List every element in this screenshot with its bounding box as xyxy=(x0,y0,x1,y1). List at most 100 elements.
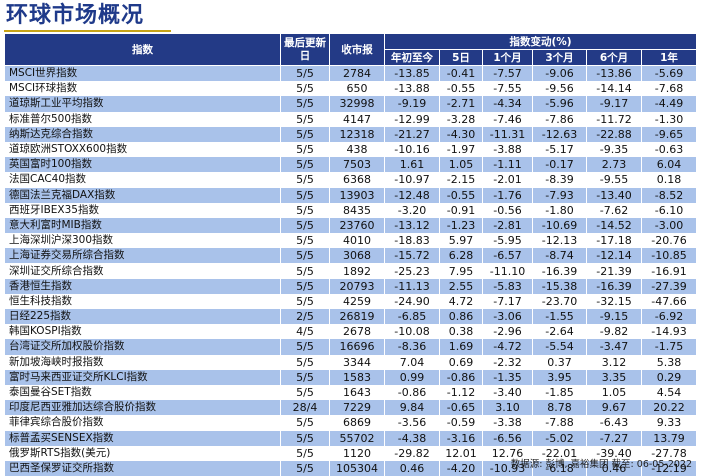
index-name-cell: 纳斯达克综合指数 xyxy=(5,127,281,142)
change-ytd-cell: -10.08 xyxy=(385,324,440,339)
change-6m-cell: -9.35 xyxy=(587,142,642,157)
index-name-cell: 德国法兰克福DAX指数 xyxy=(5,188,281,203)
index-name-cell: 标普孟买SENSEX指数 xyxy=(5,431,281,446)
last-update-cell: 5/5 xyxy=(281,188,330,203)
change-1m-cell: -2.32 xyxy=(483,355,533,370)
change-6m-cell: -14.52 xyxy=(587,218,642,233)
last-update-cell: 5/5 xyxy=(281,96,330,111)
change-5d-cell: 4.72 xyxy=(440,294,483,309)
change-3m-cell: -10.69 xyxy=(533,218,587,233)
change-3m-cell: -12.13 xyxy=(533,233,587,248)
close-value-cell: 6368 xyxy=(330,172,385,187)
last-update-cell: 5/5 xyxy=(281,172,330,187)
change-5d-cell: -2.15 xyxy=(440,172,483,187)
change-5d-cell: 2.55 xyxy=(440,279,483,294)
index-name-cell: MSCI环球指数 xyxy=(5,81,281,96)
change-ytd-cell: -12.48 xyxy=(385,188,440,203)
change-6m-cell: -13.86 xyxy=(587,66,642,82)
header-period-6m: 6个月 xyxy=(587,50,642,66)
change-5d-cell: 1.05 xyxy=(440,157,483,172)
change-1y-cell: 20.22 xyxy=(642,400,697,415)
change-3m-cell: -9.06 xyxy=(533,66,587,82)
last-update-cell: 5/5 xyxy=(281,233,330,248)
change-ytd-cell: -4.38 xyxy=(385,431,440,446)
header-last-update: 最后更新日 xyxy=(281,34,330,66)
close-value-cell: 1892 xyxy=(330,263,385,278)
last-update-cell: 5/5 xyxy=(281,415,330,430)
change-1y-cell: -1.30 xyxy=(642,112,697,127)
change-ytd-cell: -3.56 xyxy=(385,415,440,430)
last-update-cell: 5/5 xyxy=(281,248,330,263)
index-name-cell: 上海深圳沪深300指数 xyxy=(5,233,281,248)
change-5d-cell: 1.69 xyxy=(440,339,483,354)
change-3m-cell: -5.54 xyxy=(533,339,587,354)
index-name-cell: 恒生科技指数 xyxy=(5,294,281,309)
change-5d-cell: -0.86 xyxy=(440,370,483,385)
index-name-cell: 深圳证交所综合指数 xyxy=(5,263,281,278)
index-name-cell: 上海证券交易所综合指数 xyxy=(5,248,281,263)
close-value-cell: 438 xyxy=(330,142,385,157)
last-update-cell: 5/5 xyxy=(281,279,330,294)
change-ytd-cell: -29.82 xyxy=(385,446,440,461)
last-update-cell: 5/5 xyxy=(281,339,330,354)
change-1m-cell: -1.35 xyxy=(483,370,533,385)
change-6m-cell: -9.15 xyxy=(587,309,642,324)
close-value-cell: 1643 xyxy=(330,385,385,400)
close-value-cell: 2784 xyxy=(330,66,385,82)
change-6m-cell: -16.39 xyxy=(587,279,642,294)
change-3m-cell: -7.93 xyxy=(533,188,587,203)
market-table: 指数 最后更新日 收市报 指数变动(%) 年初至今 5日 1个月 3个月 6个月… xyxy=(4,33,697,476)
change-ytd-cell: 0.99 xyxy=(385,370,440,385)
last-update-cell: 5/5 xyxy=(281,127,330,142)
last-update-cell: 2/5 xyxy=(281,309,330,324)
change-1y-cell: -14.93 xyxy=(642,324,697,339)
change-6m-cell: 2.73 xyxy=(587,157,642,172)
change-3m-cell: -5.02 xyxy=(533,431,587,446)
change-3m-cell: -5.96 xyxy=(533,96,587,111)
change-6m-cell: -7.27 xyxy=(587,431,642,446)
close-value-cell: 3068 xyxy=(330,248,385,263)
header-period-3m: 3个月 xyxy=(533,50,587,66)
last-update-cell: 5/5 xyxy=(281,142,330,157)
change-3m-cell: -5.17 xyxy=(533,142,587,157)
change-5d-cell: -3.16 xyxy=(440,431,483,446)
change-6m-cell: -13.40 xyxy=(587,188,642,203)
change-6m-cell: -21.39 xyxy=(587,263,642,278)
change-1y-cell: -4.49 xyxy=(642,96,697,111)
change-5d-cell: -0.55 xyxy=(440,81,483,96)
change-1m-cell: -2.81 xyxy=(483,218,533,233)
close-value-cell: 1583 xyxy=(330,370,385,385)
change-ytd-cell: -15.72 xyxy=(385,248,440,263)
change-5d-cell: 7.95 xyxy=(440,263,483,278)
change-1y-cell: 13.79 xyxy=(642,431,697,446)
change-ytd-cell: -10.16 xyxy=(385,142,440,157)
index-name-cell: 西班牙IBEX35指数 xyxy=(5,203,281,218)
change-3m-cell: -9.56 xyxy=(533,81,587,96)
last-update-cell: 5/5 xyxy=(281,446,330,461)
change-1m-cell: -4.34 xyxy=(483,96,533,111)
close-value-cell: 16696 xyxy=(330,339,385,354)
last-update-cell: 5/5 xyxy=(281,355,330,370)
last-update-cell: 5/5 xyxy=(281,294,330,309)
change-6m-cell: -14.14 xyxy=(587,81,642,96)
index-name-cell: 新加坡海峡时报指数 xyxy=(5,355,281,370)
change-3m-cell: -23.70 xyxy=(533,294,587,309)
change-6m-cell: -12.14 xyxy=(587,248,642,263)
change-ytd-cell: -13.85 xyxy=(385,66,440,82)
change-3m-cell: -1.80 xyxy=(533,203,587,218)
change-1y-cell: -3.00 xyxy=(642,218,697,233)
title-underline xyxy=(4,30,171,32)
change-1m-cell: -0.56 xyxy=(483,203,533,218)
change-1y-cell: -6.92 xyxy=(642,309,697,324)
change-5d-cell: -4.30 xyxy=(440,127,483,142)
last-update-cell: 5/5 xyxy=(281,157,330,172)
change-6m-cell: -32.15 xyxy=(587,294,642,309)
close-value-cell: 32998 xyxy=(330,96,385,111)
